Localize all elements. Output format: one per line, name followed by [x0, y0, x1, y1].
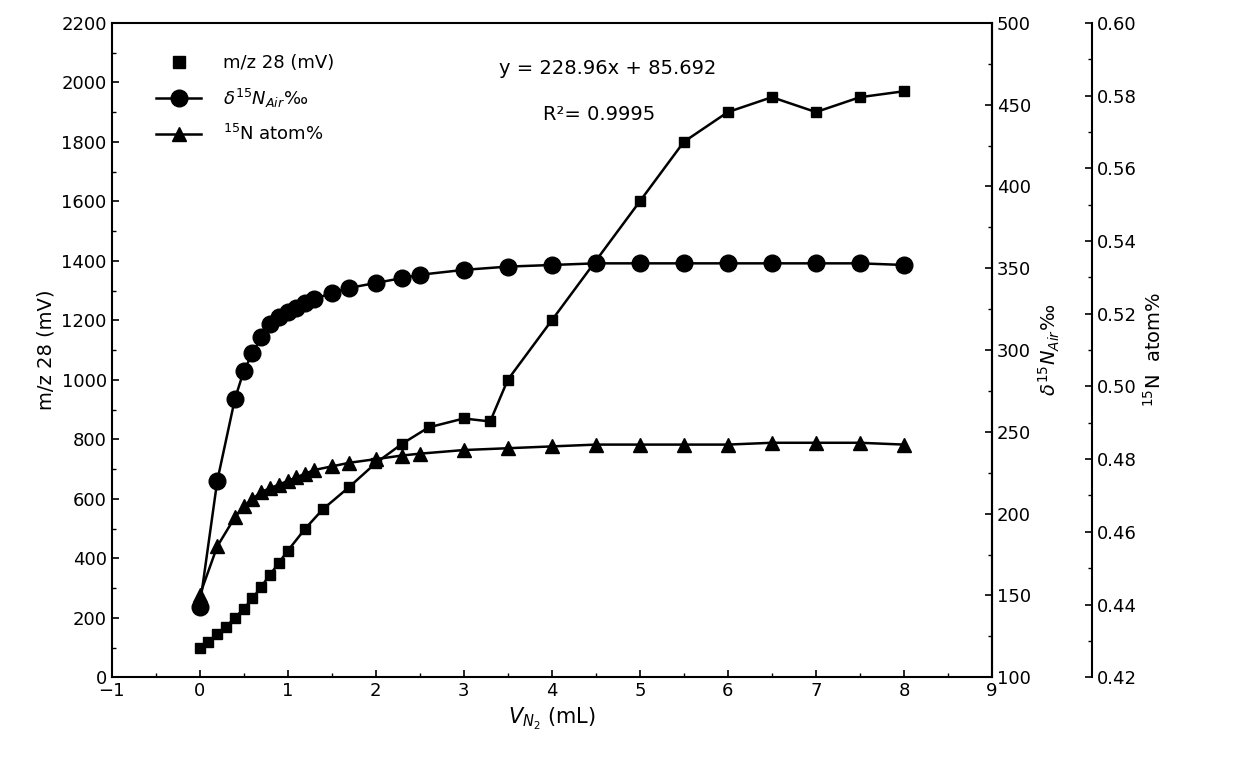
Y-axis label: $\delta^{15}N_{Air}$‰: $\delta^{15}N_{Air}$‰ [1037, 304, 1061, 396]
Y-axis label: m/z 28 (mV): m/z 28 (mV) [37, 290, 56, 410]
Y-axis label: $^{15}$N  atom%: $^{15}$N atom% [1142, 293, 1164, 407]
Text: y = 228.96x + 85.692: y = 228.96x + 85.692 [498, 59, 717, 78]
Legend: m/z 28 (mV), $\delta^{15}N_{Air}$‰, $^{15}$N atom%: m/z 28 (mV), $\delta^{15}N_{Air}$‰, $^{1… [148, 45, 343, 153]
Text: R²= 0.9995: R²= 0.9995 [543, 105, 655, 123]
X-axis label: $V_{N_2}$ (mL): $V_{N_2}$ (mL) [508, 705, 595, 732]
